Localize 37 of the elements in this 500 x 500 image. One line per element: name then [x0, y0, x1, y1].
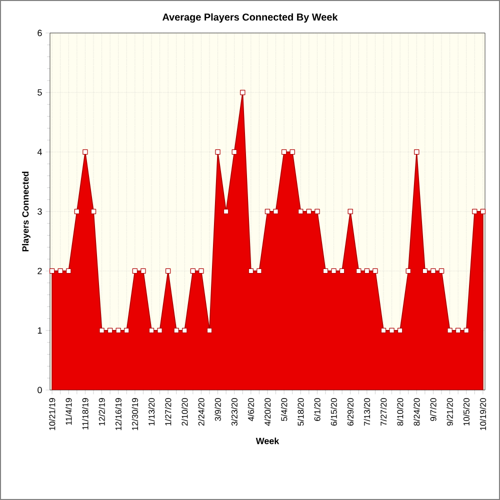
x-tick-label: 5/18/20 — [298, 398, 304, 426]
y-tick-label: 2 — [38, 268, 42, 274]
x-tick-label: 10/19/20 — [480, 398, 486, 430]
x-tick-label: 11/18/19 — [82, 398, 88, 430]
x-tick-label: 2/24/20 — [198, 398, 204, 426]
x-tick-label: 8/24/20 — [414, 398, 420, 426]
y-tick-label: 1 — [38, 327, 42, 334]
x-tick-label: 2/10/20 — [182, 398, 188, 426]
x-tick-label: 10/5/20 — [463, 398, 470, 426]
x-axis-title: Week — [256, 438, 280, 444]
y-tick-label: 6 — [38, 30, 42, 36]
x-tick-label: 6/29/20 — [347, 398, 354, 426]
x-tick-label: 12/2/19 — [98, 398, 105, 426]
x-tick-label: 6/1/20 — [314, 398, 320, 421]
x-tick-label: 10/21/19 — [48, 398, 56, 430]
y-axis-title: Players Connected — [22, 172, 30, 252]
x-tick-label: 4/20/20 — [264, 398, 271, 426]
x-tick-label: 9/21/20 — [446, 398, 453, 426]
x-tick-label: 3/9/20 — [214, 398, 221, 421]
x-tick-label: 7/13/20 — [364, 398, 370, 426]
x-tick-label: 12/30/19 — [132, 398, 138, 430]
x-tick-label: 3/23/20 — [231, 398, 238, 426]
chart-title: Average Players Connected By Week — [162, 13, 338, 23]
x-tick-label: 4/6/20 — [248, 398, 254, 422]
x-tick-label: 7/27/20 — [380, 398, 387, 426]
x-tick-label: 1/27/20 — [164, 398, 172, 426]
y-tick-label: 4 — [37, 148, 42, 156]
x-tick-label: 11/4/19 — [66, 398, 72, 425]
x-tick-label: 9/7/20 — [430, 398, 436, 421]
y-tick-label: 3 — [38, 208, 42, 215]
y-tick-label: 5 — [38, 89, 42, 96]
x-tick-label: 6/15/20 — [330, 398, 337, 426]
y-tick-label: 0 — [38, 386, 42, 394]
x-tick-label: 12/16/19 — [115, 398, 122, 430]
x-tick-label: 1/13/20 — [148, 398, 155, 426]
x-tick-label: 5/4/20 — [280, 398, 288, 421]
x-tick-label: 8/10/20 — [396, 398, 404, 426]
